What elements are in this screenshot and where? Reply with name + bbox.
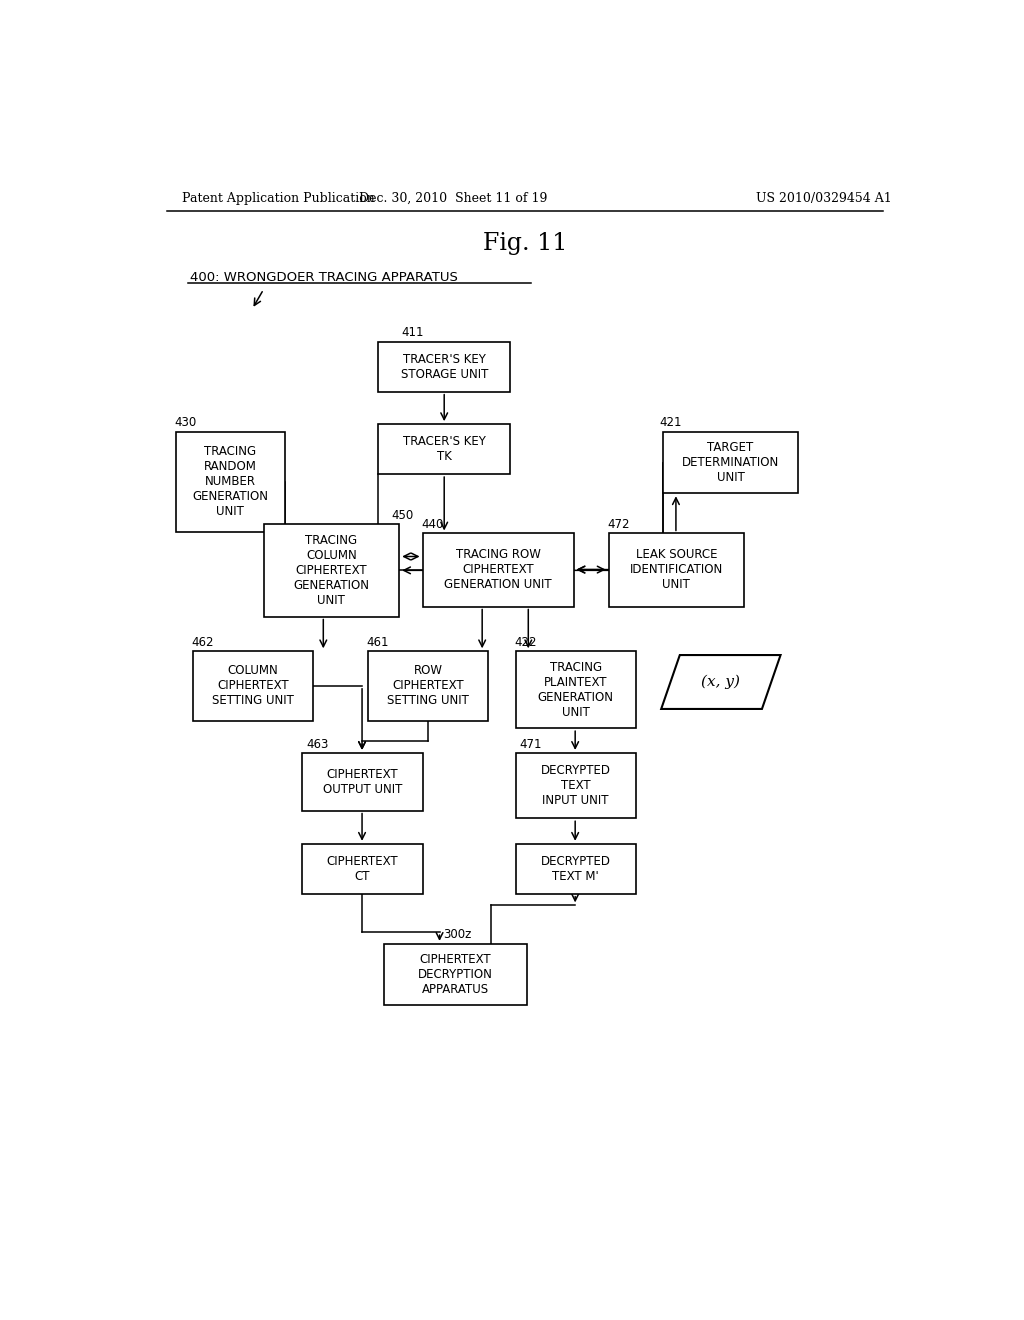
Text: Patent Application Publication: Patent Application Publication: [182, 191, 375, 205]
Text: 463: 463: [306, 738, 329, 751]
FancyBboxPatch shape: [194, 651, 313, 721]
FancyBboxPatch shape: [369, 651, 488, 721]
Text: DECRYPTED
TEXT M': DECRYPTED TEXT M': [541, 855, 610, 883]
FancyBboxPatch shape: [515, 843, 636, 894]
Text: TARGET
DETERMINATION
UNIT: TARGET DETERMINATION UNIT: [682, 441, 779, 484]
Text: 430: 430: [174, 416, 197, 429]
Polygon shape: [662, 655, 780, 709]
Text: Dec. 30, 2010  Sheet 11 of 19: Dec. 30, 2010 Sheet 11 of 19: [359, 191, 548, 205]
Text: CIPHERTEXT
CT: CIPHERTEXT CT: [327, 855, 398, 883]
FancyBboxPatch shape: [384, 944, 527, 1006]
Text: TRACER'S KEY
TK: TRACER'S KEY TK: [402, 436, 485, 463]
FancyBboxPatch shape: [378, 424, 510, 474]
Text: LEAK SOURCE
IDENTIFICATION
UNIT: LEAK SOURCE IDENTIFICATION UNIT: [630, 549, 723, 591]
Text: TRACING ROW
CIPHERTEXT
GENERATION UNIT: TRACING ROW CIPHERTEXT GENERATION UNIT: [444, 549, 552, 591]
Text: 400: WRONGDOER TRACING APPARATUS: 400: WRONGDOER TRACING APPARATUS: [190, 271, 458, 284]
Text: TRACING
PLAINTEXT
GENERATION
UNIT: TRACING PLAINTEXT GENERATION UNIT: [538, 661, 613, 718]
Text: US 2010/0329454 A1: US 2010/0329454 A1: [756, 191, 892, 205]
Text: CIPHERTEXT
OUTPUT UNIT: CIPHERTEXT OUTPUT UNIT: [323, 768, 402, 796]
Text: 471: 471: [519, 738, 542, 751]
Text: 461: 461: [367, 636, 389, 649]
Text: TRACER'S KEY
STORAGE UNIT: TRACER'S KEY STORAGE UNIT: [400, 352, 487, 380]
Text: DECRYPTED
TEXT
INPUT UNIT: DECRYPTED TEXT INPUT UNIT: [541, 764, 610, 807]
Text: COLUMN
CIPHERTEXT
SETTING UNIT: COLUMN CIPHERTEXT SETTING UNIT: [212, 664, 294, 708]
FancyBboxPatch shape: [515, 752, 636, 818]
Text: 450: 450: [391, 508, 414, 521]
Text: 422: 422: [514, 636, 537, 649]
Text: CIPHERTEXT
DECRYPTION
APPARATUS: CIPHERTEXT DECRYPTION APPARATUS: [418, 953, 493, 997]
FancyBboxPatch shape: [263, 524, 399, 616]
Text: 411: 411: [401, 326, 424, 339]
FancyBboxPatch shape: [423, 533, 573, 607]
Text: TRACING
COLUMN
CIPHERTEXT
GENERATION
UNIT: TRACING COLUMN CIPHERTEXT GENERATION UNI…: [294, 533, 370, 607]
FancyBboxPatch shape: [302, 752, 423, 810]
FancyBboxPatch shape: [378, 342, 510, 392]
FancyBboxPatch shape: [663, 432, 799, 494]
Text: ROW
CIPHERTEXT
SETTING UNIT: ROW CIPHERTEXT SETTING UNIT: [387, 664, 469, 708]
FancyBboxPatch shape: [515, 651, 636, 729]
FancyBboxPatch shape: [608, 533, 744, 607]
Text: 472: 472: [607, 517, 630, 531]
Text: 421: 421: [658, 416, 681, 429]
Text: Fig. 11: Fig. 11: [482, 231, 567, 255]
Text: 440: 440: [421, 517, 443, 531]
FancyBboxPatch shape: [176, 432, 285, 532]
Text: TRACING
RANDOM
NUMBER
GENERATION
UNIT: TRACING RANDOM NUMBER GENERATION UNIT: [193, 445, 268, 519]
Text: 300z: 300z: [443, 928, 472, 941]
Text: 462: 462: [191, 636, 214, 649]
FancyBboxPatch shape: [302, 843, 423, 894]
Text: (x, y): (x, y): [701, 675, 740, 689]
